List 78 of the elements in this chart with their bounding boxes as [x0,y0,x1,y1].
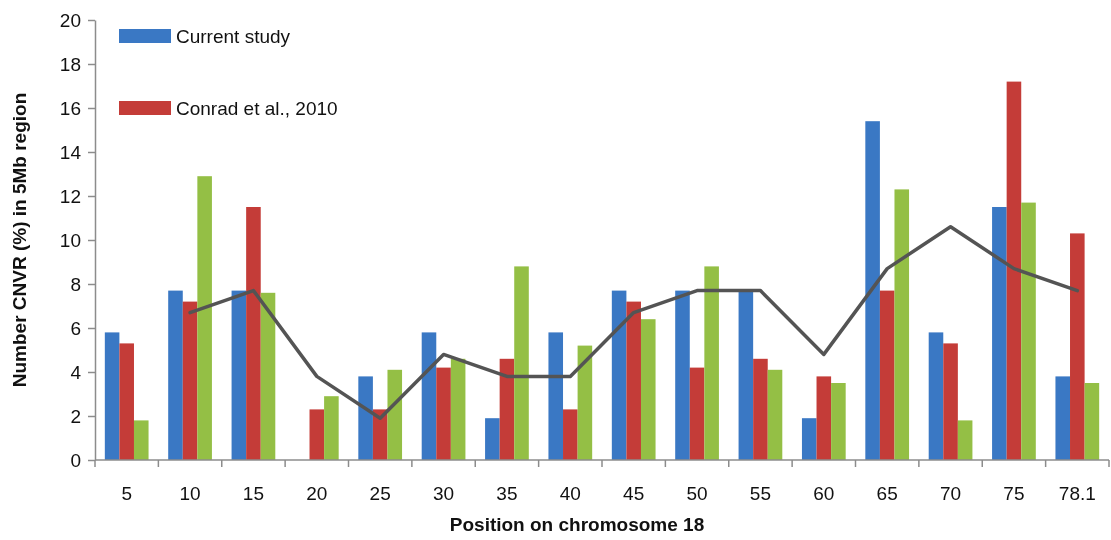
bar [894,189,910,460]
bar [485,418,500,460]
y-tick-label: 12 [59,185,81,207]
x-tick-label: 10 [179,483,201,504]
y-axis-title: Number CNVR (%) in 5Mb region [9,92,30,388]
line-series [188,225,1080,420]
legend-label: Current study [176,26,291,47]
x-tick-label: 15 [242,483,265,504]
bar [231,290,247,460]
y-tick-label: 4 [70,361,82,383]
bar [640,319,656,460]
y-tick-label: 2 [70,405,81,427]
y-tick-label: 14 [59,141,82,163]
x-tick-label: 50 [686,483,708,504]
bar [358,376,373,460]
x-tick-label: 55 [749,483,772,504]
legend-label: Conrad et al., 2010 [176,98,338,119]
y-tick-label: 16 [59,97,81,119]
x-tick-label: 70 [939,483,962,504]
bar [387,369,403,460]
x-axis-title: Position on chromosome 18 [449,514,705,535]
x-tick-label: 45 [623,483,645,504]
bar [865,121,880,460]
bar [626,301,641,460]
x-tick-label: 35 [496,483,518,504]
bar [1021,202,1036,460]
bar [816,376,832,460]
bar [324,396,339,460]
bar [168,290,183,460]
bar [957,420,973,460]
bar [133,420,149,460]
y-tick-label: 0 [70,449,81,471]
bar [704,266,719,460]
bar [928,332,944,460]
x-tick-label: 60 [813,483,835,504]
y-tick-label: 6 [70,317,81,339]
bar [499,358,515,460]
bar [831,383,846,460]
bar [738,290,754,460]
x-tick-label: 5 [121,483,132,504]
bar [436,367,451,460]
y-tick-label: 8 [70,273,81,295]
bar [675,290,690,460]
bar [577,345,593,460]
bar [197,176,212,460]
y-tick-label: 10 [59,229,81,251]
bar [246,207,261,460]
x-tick-label: 20 [306,483,328,504]
bar [104,332,120,460]
bar [119,343,134,460]
bar [992,207,1007,460]
x-tick-label: 78.1 [1058,483,1096,504]
bar [943,343,958,460]
bar [611,290,627,460]
x-tick-label: 40 [559,483,581,504]
y-tick-label: 20 [59,9,81,31]
x-tick-label: 25 [369,483,391,504]
bar [421,332,437,460]
bar [1084,383,1100,460]
bar [767,369,783,460]
bar [801,418,817,460]
bar [879,290,895,460]
bar [548,332,564,460]
bar [309,409,325,460]
y-tick-label: 18 [59,53,81,75]
x-tick-label: 30 [432,483,455,504]
bar [563,409,578,460]
bar [260,292,276,460]
bar [1006,81,1022,460]
bar [689,367,705,460]
bar [182,301,198,460]
bar [1070,233,1085,460]
x-tick-label: 75 [1003,483,1025,504]
x-tick-label: 65 [876,483,898,504]
bar [514,266,529,460]
bar [1055,376,1071,460]
bar [450,358,466,460]
bar [753,358,768,460]
